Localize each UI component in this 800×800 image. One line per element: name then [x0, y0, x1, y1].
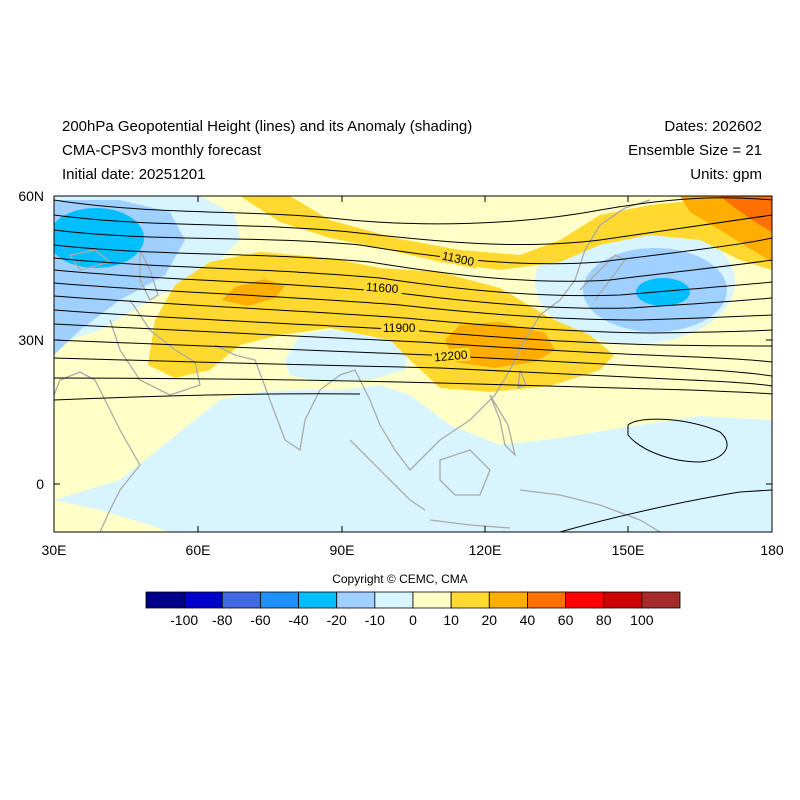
coast-philippines: [489, 394, 517, 458]
colorbar-swatch: [527, 591, 566, 609]
shade-0-10-south: [54, 500, 170, 532]
shade-neg-core-west: [54, 208, 144, 268]
colorbar-label: -40: [288, 612, 308, 628]
colorbar-swatch: [641, 591, 681, 609]
colorbar-swatch: [565, 591, 605, 609]
shade-40-60-ne: [720, 196, 772, 232]
contour-label: 11600: [365, 280, 399, 296]
forecast-dates: Dates: 202602: [664, 118, 762, 135]
colorbar-swatch: [450, 591, 490, 609]
colorbar-swatch: [488, 591, 528, 609]
contour-line: [54, 377, 772, 395]
colorbar-swatch: [183, 591, 223, 609]
shade-20-40: [445, 322, 555, 368]
contour-line: [54, 309, 772, 347]
units-label: Units: gpm: [690, 166, 762, 183]
initial-date: Initial date: 20251201: [62, 166, 206, 183]
coastlines: [54, 199, 661, 532]
x-tick-label: 150E: [612, 542, 645, 558]
contour-line: [54, 295, 772, 334]
coast-taiwan: [517, 369, 527, 389]
contour-label: 11300: [441, 249, 476, 270]
y-axis-labels: 60N 30N 0: [18, 188, 44, 492]
coast-borneo: [439, 449, 491, 496]
contour-label-group: 11300 11600 11900 12200: [363, 248, 479, 365]
coast-new-guinea: [519, 489, 661, 532]
coast-japan: [579, 254, 626, 301]
contour-line: [54, 197, 772, 225]
colorbar-label: 10: [443, 612, 459, 628]
x-tick-label: 120E: [469, 542, 502, 558]
colorbar-label: 60: [558, 612, 574, 628]
y-tick-label: 60N: [18, 188, 44, 204]
chart-title: 200hPa Geopotential Height (lines) and i…: [62, 118, 473, 135]
colorbar-label: 100: [630, 612, 654, 628]
tick-marks: [53, 195, 773, 532]
coast-se-asia: [354, 299, 561, 471]
shade-neg-core-east: [636, 278, 690, 306]
shade-10-20-north: [240, 196, 772, 270]
contour-line: [54, 339, 772, 377]
x-tick-label: 30E: [42, 542, 67, 558]
copyright-text: Copyright © CEMC, CMA: [332, 572, 468, 586]
shade-neg-central: [285, 330, 410, 382]
coast-blacksea: [68, 249, 112, 271]
colorbar-swatch: [336, 591, 376, 609]
colorbar-label: -60: [250, 612, 270, 628]
contour-line: [54, 393, 361, 401]
coast-africa: [54, 371, 141, 532]
model-name: CMA-CPSv3 monthly forecast: [62, 142, 262, 159]
contour-line: [54, 357, 772, 387]
height-contours: [54, 197, 772, 532]
colorbar-label: 0: [409, 612, 417, 628]
contour-line: [559, 489, 772, 532]
plot-frame: [53, 195, 773, 533]
coast-india: [214, 344, 356, 452]
coast-china-north: [559, 199, 651, 301]
colorbar-labels: -100 -80 -60 -40 -20 -10 0 10 20 40 60 80 100: [170, 612, 654, 628]
colorbar-label: -100: [170, 612, 198, 628]
anomaly-shading: [54, 196, 772, 532]
colorbar-swatch: [221, 591, 261, 609]
colorbar-swatch: [374, 591, 414, 609]
colorbar-swatch: [145, 591, 185, 609]
x-tick-label: 60E: [186, 542, 211, 558]
colorbar-label: -20: [327, 612, 347, 628]
colorbar-swatch: [298, 591, 338, 609]
ensemble-size: Ensemble Size = 21: [628, 142, 762, 159]
y-tick-label: 30N: [18, 332, 44, 348]
shade-20-40-west: [222, 279, 285, 306]
contour-closed-high: [627, 418, 728, 463]
contour-label: 12200: [434, 348, 469, 365]
contour-line: [54, 282, 772, 321]
contour-line: [54, 323, 772, 363]
y-tick-label: 0: [36, 476, 44, 492]
colorbar-label: -10: [365, 612, 385, 628]
contour-line: [54, 257, 772, 297]
contour-line: [54, 269, 772, 309]
coast-sumatra: [349, 439, 426, 511]
colorbar-label: 20: [481, 612, 497, 628]
coast-caspian: [139, 249, 159, 301]
colorbar-label: 80: [596, 612, 612, 628]
contour-line: [54, 214, 772, 246]
x-tick-label: 180: [760, 542, 784, 558]
contour-line: [54, 244, 772, 282]
colorbar-swatch: [412, 591, 452, 609]
contour-label: 11900: [383, 321, 416, 335]
colorbar: [145, 591, 681, 609]
colorbar-label: -80: [212, 612, 232, 628]
x-tick-label: 90E: [330, 542, 355, 558]
colorbar-swatch: [260, 591, 299, 609]
coast-java: [429, 519, 511, 529]
x-axis-labels: 30E 60E 90E 120E 150E 180: [42, 542, 784, 558]
colorbar-swatch: [603, 591, 643, 609]
colorbar-label: 40: [520, 612, 536, 628]
